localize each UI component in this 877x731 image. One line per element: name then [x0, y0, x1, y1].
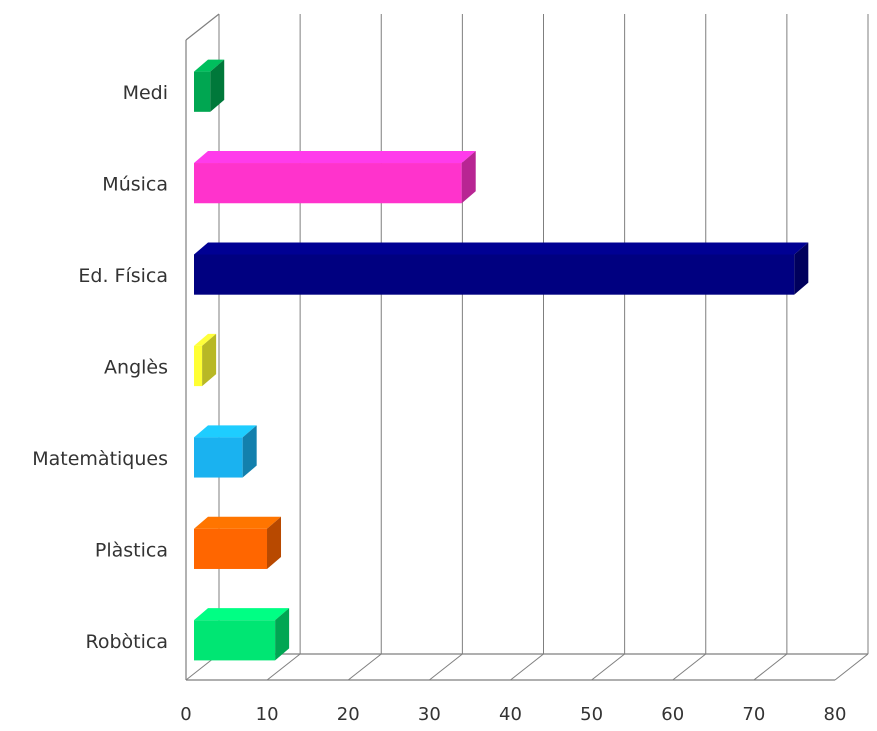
label-layer: 0 10 20 30 40 50 60 70 80 Medi Música Ed. Física Ang… [32, 82, 846, 725]
bar-front-face [194, 620, 276, 661]
floor-line-70 [753, 653, 788, 681]
bar-top-face [194, 608, 290, 621]
bar-side-face [461, 151, 476, 204]
category-label: Plàstica [95, 539, 168, 561]
bar-top-face [194, 425, 257, 438]
bar-side-face [202, 333, 217, 387]
bar-top-face [194, 151, 476, 164]
bar-top-face [194, 516, 282, 529]
bar-side-face [210, 59, 225, 112]
x-tick-label: 60 [661, 704, 684, 725]
floor-line-50 [591, 653, 625, 681]
bar-front-face [194, 345, 203, 387]
floor-line-20 [347, 653, 382, 681]
bar-ed-f-sica [194, 242, 809, 295]
bar-matem-tiques [194, 425, 257, 478]
bar-front-face [194, 163, 462, 204]
floor-line-30 [429, 653, 463, 681]
bar-top-face [194, 333, 217, 346]
category-label: Música [102, 174, 168, 196]
floor-line-60 [672, 653, 707, 681]
bar-pl-stica [194, 516, 282, 569]
bar-side-face [275, 608, 290, 661]
category-label: Robòtica [86, 631, 168, 653]
bar-top-face [194, 59, 225, 72]
x-tick-label: 50 [580, 704, 603, 725]
floor-line-10 [266, 653, 301, 681]
bar-front-face [194, 254, 795, 295]
bar-front-face [194, 528, 268, 569]
x-tick-label: 10 [256, 704, 279, 725]
x-tick-label: 70 [742, 704, 765, 725]
bar-side-face [242, 425, 257, 478]
bar-side-face [267, 516, 282, 569]
axis-layer [185, 13, 868, 681]
bar-side-face [794, 242, 809, 295]
bar-rob-tica [194, 608, 290, 661]
floor-line-80 [834, 653, 869, 681]
left-wall-top-edge [185, 13, 220, 41]
floor-line-40 [510, 653, 544, 681]
x-tick-label: 20 [337, 704, 360, 725]
category-label: Medi [123, 82, 168, 104]
bar-angl-s [194, 333, 217, 387]
bar-m-sica [194, 151, 476, 204]
category-label: Matemàtiques [32, 448, 168, 470]
bar-front-face [194, 437, 243, 478]
bar-front-face [194, 71, 211, 112]
bar-layer [194, 59, 809, 661]
x-tick-label: 30 [418, 704, 441, 725]
x-tick-label: 80 [824, 704, 847, 725]
x-tick-label: 40 [499, 704, 522, 725]
bar-top-face [194, 242, 809, 255]
category-label: Anglès [104, 357, 168, 379]
category-label: Ed. Física [78, 265, 168, 287]
bar-medi [194, 59, 225, 112]
grid-layer [185, 14, 869, 681]
x-tick-label: 0 [180, 704, 191, 725]
